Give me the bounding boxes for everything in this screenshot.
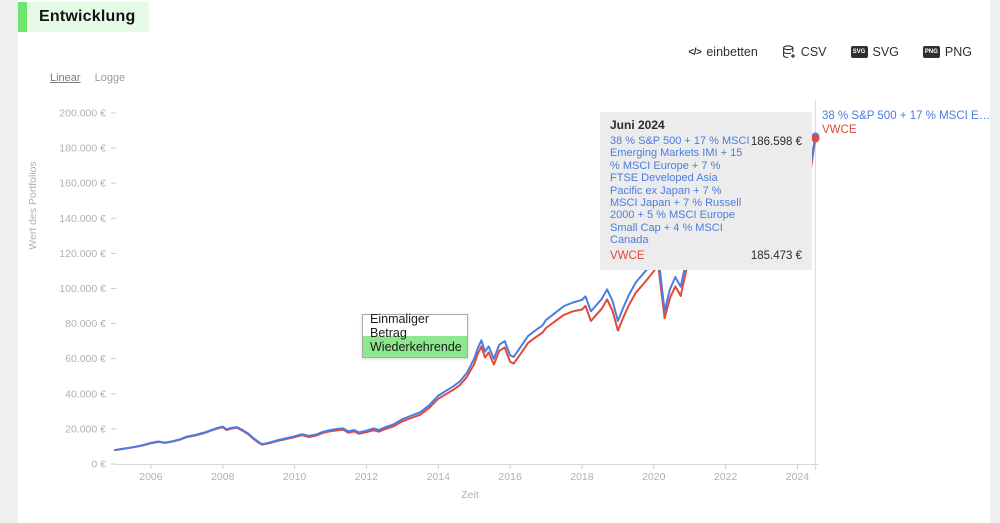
dropdown-item-einmaliger-betrag[interactable]: Einmaliger Betrag	[363, 312, 467, 340]
database-plus-icon	[782, 45, 795, 59]
y-tick-label: 180.000 €	[59, 143, 106, 155]
x-tick-label: 2008	[211, 471, 235, 483]
hover-tooltip: Juni 2024 38 % S&P 500 + 17 % MSCI Emerg…	[600, 112, 812, 270]
y-tick-label: 0 €	[91, 459, 106, 471]
x-tick-label: 2006	[139, 471, 163, 483]
tooltip-row-series2: VWCE 185.473 €	[610, 249, 802, 263]
x-tick-label: 2016	[498, 471, 522, 483]
svg-download-button[interactable]: SVG SVG	[850, 45, 899, 59]
y-tick-label: 20.000 €	[65, 423, 106, 435]
png-label: PNG	[944, 45, 972, 59]
x-tick-label: 2018	[570, 471, 594, 483]
dropdown-item-wiederkehrende[interactable]: Wiederkehrende	[363, 336, 467, 357]
legend-series2-label: VWCE	[822, 123, 857, 136]
section-title: Entwicklung	[18, 2, 150, 32]
png-badge-icon: PNG	[922, 46, 940, 58]
tooltip-row-series1: 38 % S&P 500 + 17 % MSCI Emerging Market…	[610, 135, 802, 247]
x-tick-label: 2010	[283, 471, 307, 483]
y-tick-label: 60.000 €	[65, 353, 106, 365]
y-tick-label: 40.000 €	[65, 388, 106, 400]
x-tick-label: 2022	[714, 471, 738, 483]
png-download-button[interactable]: PNG PNG	[922, 45, 972, 59]
x-tick-label: 2020	[642, 471, 666, 483]
y-tick-label: 140.000 €	[59, 213, 106, 225]
tooltip-series2-value: 185.473 €	[750, 250, 802, 263]
tooltip-series1-name: 38 % S&P 500 + 17 % MSCI Emerging Market…	[610, 135, 750, 247]
scale-toggle: Linear Logge	[50, 72, 125, 84]
title-box: Entwicklung	[27, 2, 150, 32]
x-tick-label: 2024	[786, 471, 810, 483]
csv-download-button[interactable]: CSV	[782, 45, 827, 59]
content-card	[18, 0, 990, 523]
page-title: Entwicklung	[39, 8, 136, 25]
tooltip-series2-name: VWCE	[610, 249, 645, 262]
export-toolbar: </> einbetten CSV SVG SVG PNG PNG	[688, 45, 972, 59]
tooltip-date: Juni 2024	[610, 118, 665, 132]
series-edge-legend: 38 % S&P 500 + 17 % MSCI E… VWCE	[822, 110, 990, 137]
x-axis-title: Zeit	[461, 489, 479, 501]
scale-linear[interactable]: Linear	[50, 72, 81, 84]
tooltip-series1-value: 186.598 €	[750, 136, 802, 148]
x-tick-label: 2014	[427, 471, 451, 483]
y-tick-label: 80.000 €	[65, 318, 106, 330]
end-dot-vwce	[811, 134, 820, 143]
y-tick-label: 200.000 €	[59, 108, 106, 120]
code-icon: </>	[688, 46, 702, 58]
svg-label: SVG	[872, 45, 899, 59]
y-tick-label: 160.000 €	[59, 178, 106, 190]
x-tick-label: 2012	[355, 471, 379, 483]
title-accent-bar	[18, 2, 27, 32]
y-tick-label: 120.000 €	[59, 248, 106, 260]
embed-label: einbetten	[706, 45, 758, 59]
legend-series1-label: 38 % S&P 500 + 17 % MSCI E…	[822, 110, 991, 122]
y-tick-label: 100.000 €	[59, 283, 106, 295]
csv-label: CSV	[800, 45, 827, 59]
svg-badge-icon: SVG	[850, 46, 868, 58]
scale-log[interactable]: Logge	[94, 72, 126, 84]
embed-button[interactable]: </> einbetten	[688, 45, 757, 59]
contribution-dropdown: Einmaliger Betrag Wiederkehrende	[362, 312, 468, 358]
